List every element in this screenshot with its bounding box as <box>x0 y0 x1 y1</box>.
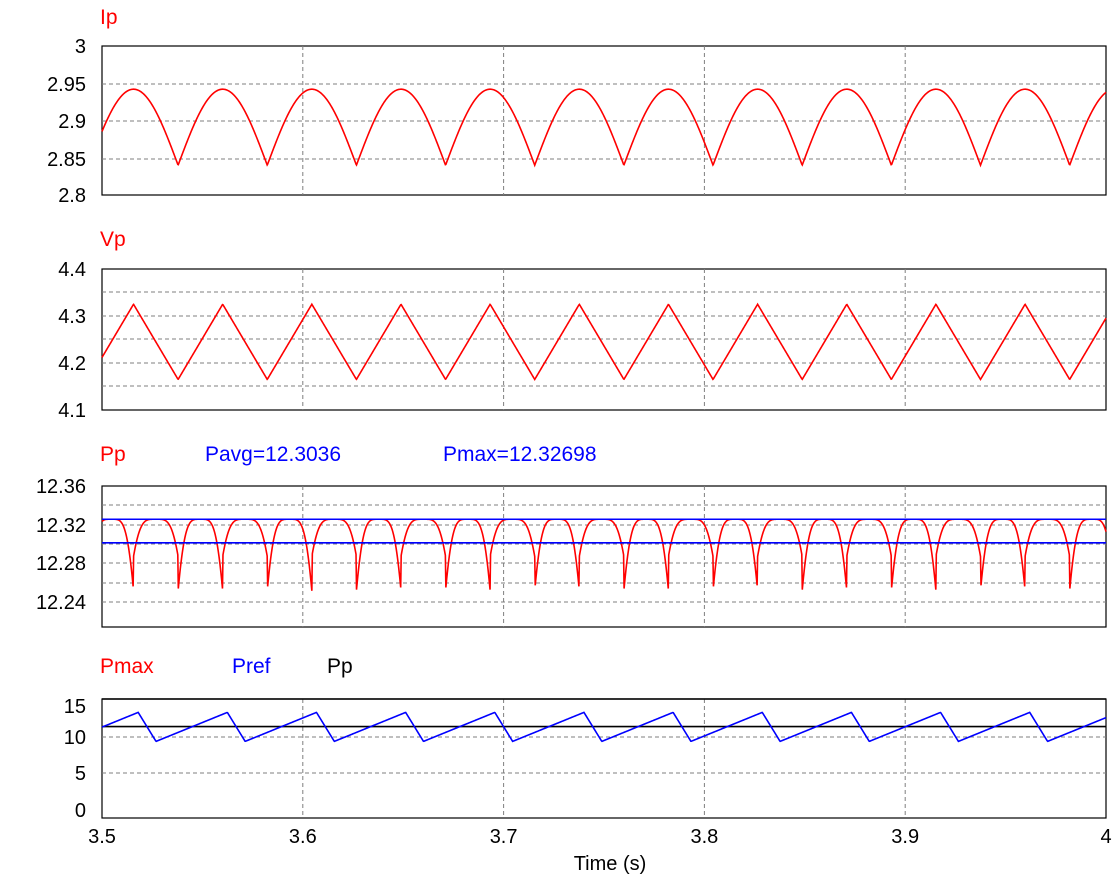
y-tick-label: 4.2 <box>58 353 86 375</box>
y-tick-label: 2.85 <box>47 149 86 171</box>
x-tick-label: 3.8 <box>690 826 718 848</box>
y-tick-label: 15 <box>64 696 86 718</box>
panel-label: Vp <box>100 228 126 251</box>
x-tick-label: 3.5 <box>88 826 116 848</box>
panel-label: Pmax=12.32698 <box>443 443 597 466</box>
y-tick-label: 12.36 <box>36 476 86 498</box>
panel-frame <box>101 485 1107 628</box>
series-ip-line <box>101 88 1107 168</box>
panel-label: Pavg=12.3036 <box>205 443 341 466</box>
y-tick-label: 2.95 <box>47 74 86 96</box>
y-tick-label: 0 <box>75 800 86 822</box>
y-tick-label: 10 <box>64 727 86 749</box>
panel-label: Pp <box>100 443 126 466</box>
panel-label: Pp <box>327 655 353 678</box>
y-tick-label: 5 <box>75 763 86 785</box>
x-axis-label: Time (s) <box>574 853 647 875</box>
y-tick-label: 2.9 <box>58 111 86 133</box>
panel-label: Ip <box>100 6 118 29</box>
panel-2: 4.4 4.3 4.2 4.1 Vp <box>58 228 1107 422</box>
y-tick-label: 12.24 <box>36 592 86 614</box>
series-pref-line <box>101 711 1107 743</box>
x-tick-label: 3.9 <box>891 826 919 848</box>
x-tick-label: 3.6 <box>289 826 317 848</box>
y-tick-label: 12.28 <box>36 553 86 575</box>
panel-label: Pmax <box>100 655 154 678</box>
y-tick-label: 4.3 <box>58 306 86 328</box>
panel-frame <box>101 698 1107 819</box>
y-tick-label: 3 <box>75 36 86 58</box>
y-tick-label: 12.32 <box>36 515 86 537</box>
y-tick-label: 2.8 <box>58 185 86 207</box>
y-tick-label: 4.1 <box>58 400 86 422</box>
panel-3: 12.36 12.32 12.28 12.24 Pp Pavg=12.3036 Pmax=1… <box>36 443 1107 628</box>
x-tick-label: 3.7 <box>490 826 518 848</box>
panel-4: 15 10 5 0 Pmax Pref Pp 3.5 3.6 3.7 3.8 3.9 4 Time (s) <box>64 655 1112 875</box>
panel-1: 3 2.95 2.9 2.85 2.8 Ip <box>47 6 1107 207</box>
series-vp-line <box>101 302 1107 382</box>
y-tick-label: 4.4 <box>58 259 86 281</box>
panel-label: Pref <box>232 655 271 678</box>
x-tick-label: 4 <box>1100 826 1111 848</box>
